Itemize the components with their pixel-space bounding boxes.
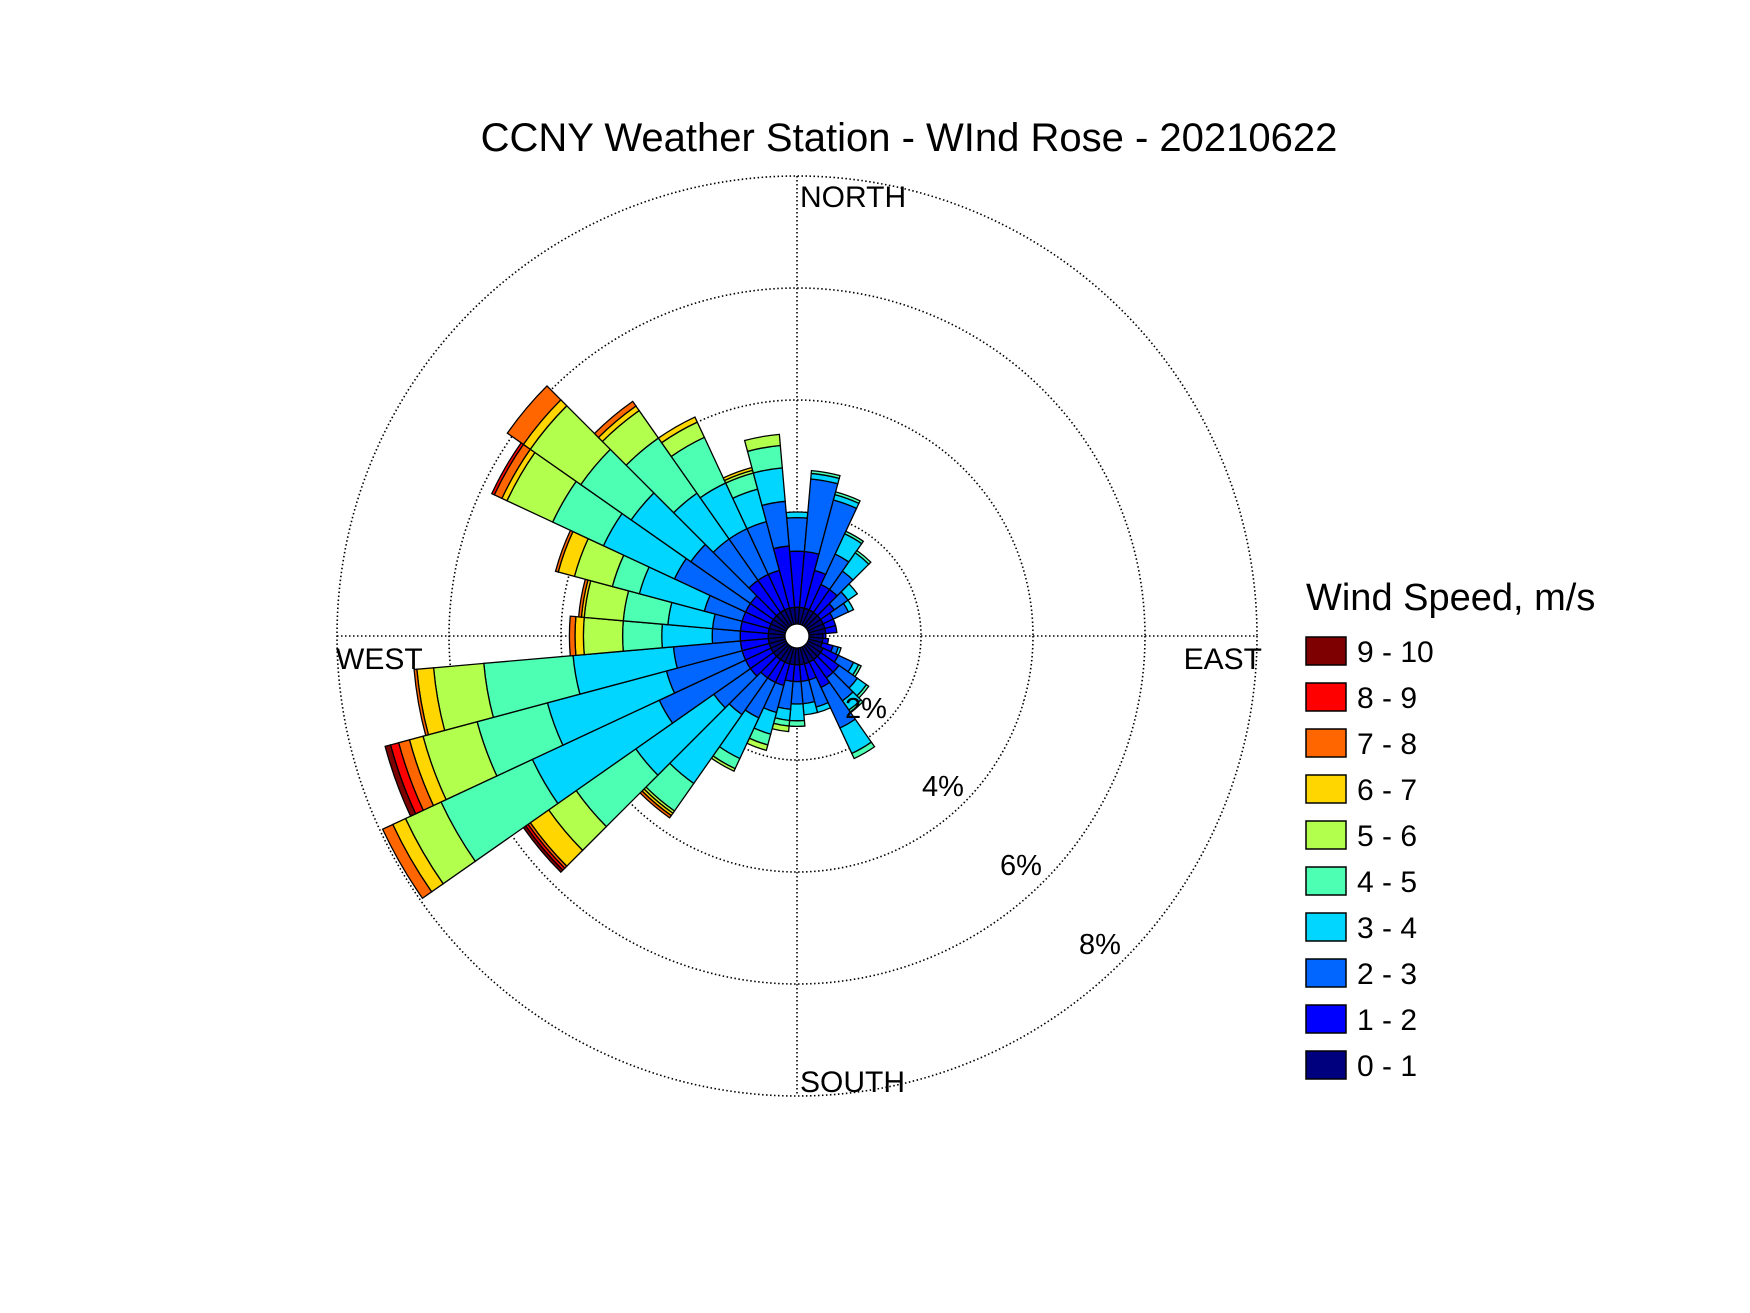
legend-label: 3 - 4 [1357, 912, 1417, 945]
sector-270-bin-7 [568, 615, 577, 657]
legend-label: 7 - 8 [1357, 728, 1417, 761]
west-label: WEST [336, 643, 423, 676]
legend-label: 6 - 7 [1357, 774, 1417, 807]
sector-0-bin-3 [785, 511, 809, 519]
sector-250-bin-9 [384, 744, 417, 818]
sector-10-bin-4 [810, 469, 841, 480]
ring-label-6: 6% [1000, 850, 1042, 882]
sector-180-bin-3 [788, 703, 806, 722]
legend-label: 0 - 1 [1357, 1050, 1417, 1083]
legend-label: 8 - 9 [1357, 682, 1417, 715]
sector-60-bin-3 [842, 599, 855, 613]
sector-80-bin-1 [824, 624, 838, 635]
wind-sectors [381, 385, 876, 900]
sector-170-bin-3 [802, 700, 819, 716]
sector-270-bin-5 [582, 616, 624, 656]
legend-swatch [1305, 636, 1347, 666]
east-label: EAST [1184, 643, 1262, 676]
legend-swatch [1305, 682, 1347, 712]
ring-label-2: 2% [845, 693, 887, 725]
legend-swatch [1305, 1050, 1347, 1080]
sector-270-bin-4 [621, 620, 664, 652]
sector-270-bin-6 [574, 615, 585, 657]
sector-20-bin-4 [834, 491, 861, 505]
sector-240-bin-7 [381, 823, 433, 900]
sector-30-bin-4 [843, 530, 865, 545]
ring-label-8: 8% [1079, 929, 1121, 961]
legend-swatch [1305, 1004, 1347, 1034]
ring-label-4: 4% [922, 771, 964, 803]
legend-label: 9 - 10 [1357, 636, 1434, 669]
legend-label: 1 - 2 [1357, 1004, 1417, 1037]
chart-title: CCNY Weather Station - WInd Rose - 20210… [481, 116, 1338, 160]
legend-swatch [1305, 820, 1347, 850]
calm-center [784, 623, 810, 649]
sector-330-bin-6 [657, 416, 699, 444]
legend-label: 5 - 6 [1357, 820, 1417, 853]
legend-title: Wind Speed, m/s [1306, 577, 1595, 619]
legend-swatch [1305, 728, 1347, 758]
sector-40-bin-4 [854, 549, 872, 566]
sector-150-bin-4 [850, 741, 876, 760]
legend-swatch [1305, 912, 1347, 942]
legend-swatch [1305, 866, 1347, 896]
sector-320-bin-7 [593, 400, 637, 439]
legend-label: 4 - 5 [1357, 866, 1417, 899]
sector-50-bin-3 [840, 583, 859, 602]
south-label: SOUTH [800, 1066, 905, 1099]
legend-label: 2 - 3 [1357, 958, 1417, 991]
sector-350-bin-5 [743, 433, 782, 453]
sector-260-bin-7 [413, 668, 430, 737]
legend: Wind Speed, m/s 9 - 10 8 - 9 7 - 8 6 - 7 5 -… [1305, 577, 1595, 1083]
north-label: NORTH [800, 181, 906, 214]
legend-swatch [1305, 958, 1347, 988]
legend-swatch [1305, 774, 1347, 804]
sector-310-bin-7 [506, 385, 562, 446]
sector-180-bin-4 [788, 719, 806, 728]
